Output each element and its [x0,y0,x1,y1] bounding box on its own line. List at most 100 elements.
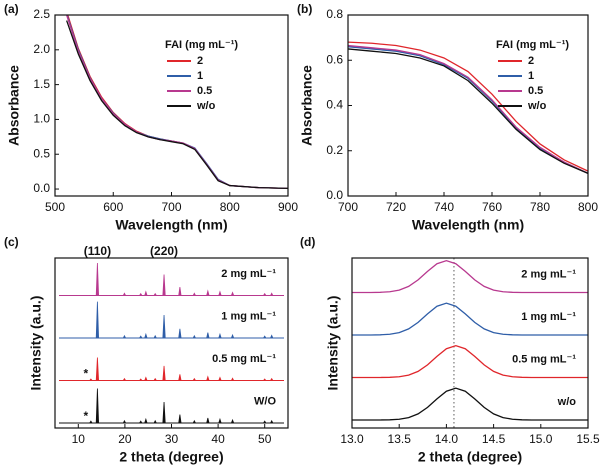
series-line [348,41,588,172]
x-tick-label: 700 [161,200,181,214]
x-tick-label: 40 [211,432,225,446]
plot-area [66,15,288,189]
legend-label: w/o [527,100,547,112]
x-tick-label: 600 [103,200,123,214]
panel-label: (b) [297,2,312,16]
y-axis-label: Absorbance [6,65,22,146]
y-tick-label: 0.6 [326,52,343,66]
peak [139,292,143,296]
axes-frame [54,257,289,429]
peak [218,417,222,424]
peak [263,378,267,381]
x-tick-label: 14.5 [482,432,506,446]
legend-title: FAI (mg mL⁻¹) [496,39,569,51]
peak [270,292,274,296]
x-tick-label: 20 [118,432,132,446]
plot-area [348,41,588,174]
x-axis-label: 2 theta (degree) [119,449,223,465]
peak [122,334,126,339]
peak [153,377,157,381]
x-tick-label: 50 [258,432,272,446]
series-label: 1 mg mL⁻¹ [521,311,576,323]
axes-frame [351,257,589,429]
y-tick-label: 0.8 [326,7,343,21]
y-axis-label: Absorbance [299,65,315,146]
peak [153,292,157,296]
peak [162,315,166,339]
legend-label: 2 [197,55,203,67]
peak [89,420,93,424]
peak [230,333,235,339]
peak [122,377,126,381]
series-line [352,259,588,294]
peak [218,332,222,339]
annotation: (110) [84,244,111,258]
series-line [352,302,588,336]
x-tick-label: 720 [386,200,406,214]
series-label: W/O [254,396,276,408]
series-label: w/o [557,396,577,408]
panel-label: (d) [300,235,315,249]
peak [178,414,182,424]
x-tick-label: 760 [482,200,502,214]
peak-marker: * [84,409,89,423]
y-tick-label: 2.0 [33,42,50,56]
peak [139,335,143,339]
peak [263,420,267,424]
axes-frame [347,14,589,197]
x-tick-label: 780 [530,200,550,214]
series-label: 0.5 mg mL⁻¹ [512,354,576,366]
x-tick-label: 800 [578,200,598,214]
legend-label: 1 [197,70,203,82]
x-tick-label: 15.0 [529,432,553,446]
peak [122,292,126,296]
peak [144,376,148,381]
y-tick-label: 1.0 [33,112,50,126]
peak [162,274,166,296]
peak [263,335,267,339]
series-label: 0.5 mg mL⁻¹ [212,353,276,365]
peak [153,419,157,424]
x-tick-label: 13.0 [340,432,364,446]
y-tick-label: 0.5 [33,146,50,160]
peak [230,418,235,424]
y-tick-label: 0.4 [326,98,343,112]
peak [270,419,274,424]
peak [192,419,196,424]
peak [89,378,93,381]
peak [162,401,166,424]
peak [218,290,222,296]
peak [95,301,100,339]
x-tick-label: 500 [45,200,65,214]
peak [178,328,182,339]
peak [95,388,100,424]
peak [122,419,126,424]
peak [270,334,274,339]
peak [230,291,235,296]
y-axis-label: Intensity (a.u.) [28,296,44,391]
peak [139,420,143,424]
series-line [66,20,288,189]
peak [270,377,274,381]
x-tick-label: 15.5 [576,432,600,446]
peak-marker: * [84,367,89,381]
series-label: 2 mg mL⁻¹ [521,269,576,281]
legend-label: 1 [528,70,534,82]
peak [139,378,143,381]
y-tick-label: 0.0 [33,181,50,195]
legend-label: 2 [528,55,534,67]
x-tick-label: 30 [165,432,179,446]
peak [144,332,148,339]
peak [206,332,210,339]
peak [206,417,210,424]
peak [144,417,148,424]
x-tick-label: 10 [72,432,86,446]
legend-label: 0.5 [197,85,212,97]
peak [263,292,267,296]
x-tick-label: 14.0 [435,432,459,446]
series-line [352,387,588,421]
y-tick-label: 2.5 [33,7,50,21]
peak [206,375,210,381]
x-tick-label: 700 [338,200,358,214]
